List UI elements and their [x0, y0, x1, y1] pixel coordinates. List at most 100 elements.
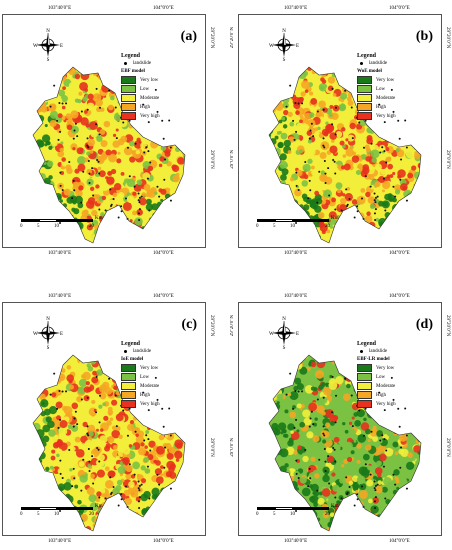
landslide-point — [72, 425, 75, 428]
landslide-point — [97, 448, 100, 451]
landslide-point — [154, 88, 157, 91]
lon-label-bottom-right: 104°0′0″E — [153, 251, 174, 256]
landslide-point — [334, 460, 337, 463]
scale-tick: 20 — [89, 512, 94, 517]
landslide-point — [124, 197, 127, 200]
landslide-point — [58, 101, 61, 104]
landslide-point — [122, 409, 125, 412]
landslide-label: landslide — [133, 349, 152, 354]
compass-s: S — [283, 346, 286, 349]
landslide-point — [328, 482, 331, 485]
landslide-point — [134, 430, 137, 433]
landslide-point — [295, 222, 298, 225]
panel-label: (c) — [181, 317, 197, 332]
scale-bar: 0 5 10 20 Km — [256, 216, 357, 239]
legend-model-name: EBF-LR model — [357, 357, 390, 362]
landslide-point — [289, 372, 292, 375]
compass-n: N — [282, 317, 286, 322]
scale-seg-1 — [21, 507, 39, 510]
map-panel: 103°40′0″E 104°0′0″E 103°40′0″E 104°0′0″… — [2, 294, 214, 544]
landslide-point — [381, 434, 384, 437]
landslide-point — [392, 185, 395, 188]
scale-tick: 10 — [290, 512, 295, 517]
landslide-point — [316, 489, 319, 492]
landslide-point — [149, 161, 152, 164]
landslide-point — [381, 146, 384, 149]
landslide-point — [390, 88, 393, 91]
landslide-point — [145, 146, 148, 149]
landslide-point — [322, 144, 325, 147]
landslide-point — [382, 465, 385, 468]
landslide-point — [138, 484, 141, 487]
scale-unit: Km — [95, 216, 103, 221]
landslide-point — [95, 375, 98, 378]
legend-class-label: Moderate — [376, 95, 396, 101]
landslide-point — [309, 129, 312, 132]
landslide-point — [397, 407, 400, 410]
compass-s: S — [47, 346, 50, 349]
landslide-point — [161, 407, 164, 410]
landslide-point — [71, 485, 74, 488]
legend-swatch — [121, 85, 136, 93]
landslide-point — [324, 469, 327, 472]
compass-e: E — [60, 332, 63, 337]
landslide-point — [332, 159, 335, 162]
legend-landslide: landslide — [121, 349, 160, 354]
landslide-point — [374, 218, 377, 221]
landslide-point — [360, 485, 363, 488]
landslide-point — [344, 377, 347, 380]
landslide-point — [112, 485, 115, 488]
scale-bar: 0 5 10 20 Km — [256, 504, 357, 527]
landslide-point — [297, 477, 300, 480]
landslide-point — [162, 137, 165, 140]
legend-class-2: Moderate — [357, 382, 396, 390]
lon-label-top-right: 104°0′0″E — [153, 6, 174, 11]
landslide-point — [390, 376, 393, 379]
landslide-point — [56, 119, 59, 122]
landslide-point — [138, 506, 141, 509]
landslide-point — [374, 506, 377, 509]
landslide-label: landslide — [133, 61, 152, 66]
landslide-point — [86, 396, 89, 399]
landslide-point — [400, 158, 403, 161]
landslide-point — [331, 123, 334, 126]
landslide-point — [73, 129, 76, 132]
legend-swatch — [121, 112, 136, 120]
landslide-point — [98, 496, 101, 499]
landslide-point — [98, 133, 101, 136]
landslide-point — [310, 410, 313, 413]
scale-seg-1 — [21, 219, 39, 222]
landslide-point — [142, 103, 145, 106]
landslide-point — [374, 201, 377, 204]
landslide-point — [87, 447, 90, 450]
legend-swatch — [121, 103, 136, 111]
landslide-point — [138, 489, 141, 492]
compass-e: E — [60, 44, 63, 49]
landslide-point — [164, 158, 167, 161]
legend-swatch — [121, 400, 136, 408]
landslide-point — [324, 460, 327, 463]
landslide-point — [138, 201, 141, 204]
landslide-point — [328, 194, 331, 197]
landslide-point — [80, 201, 83, 204]
landslide-point — [138, 208, 141, 211]
legend-swatch — [357, 112, 372, 120]
landslide-point — [95, 87, 98, 90]
landslide-point — [99, 394, 102, 397]
landslide-point — [108, 377, 111, 380]
landslide-point — [134, 142, 137, 145]
landslide-point — [148, 209, 151, 212]
landslide-point — [333, 160, 336, 163]
legend-class-0: Very low — [357, 76, 396, 84]
landslide-point — [156, 110, 159, 113]
landslide-point — [169, 487, 172, 490]
landslide-point — [72, 137, 75, 140]
scale-seg-3 — [293, 219, 329, 222]
lon-label-bottom-right: 104°0′0″E — [389, 539, 410, 544]
landslide-point — [364, 175, 367, 178]
landslide-point — [398, 425, 401, 428]
north-arrow-icon: N S W E — [269, 317, 299, 349]
landslide-point — [369, 473, 372, 476]
landslide-point — [163, 178, 166, 181]
legend-class-4: Very high — [357, 112, 396, 120]
